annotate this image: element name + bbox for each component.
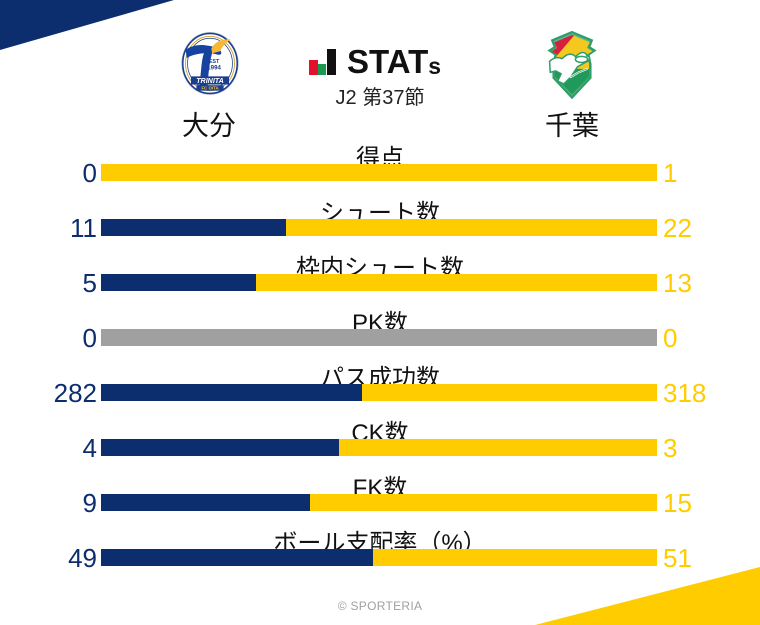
- svg-text:1994: 1994: [207, 65, 221, 72]
- svg-text:EST: EST: [209, 59, 220, 65]
- svg-text:FC OITA: FC OITA: [201, 86, 219, 91]
- svg-text:TRINITA: TRINITA: [196, 77, 224, 85]
